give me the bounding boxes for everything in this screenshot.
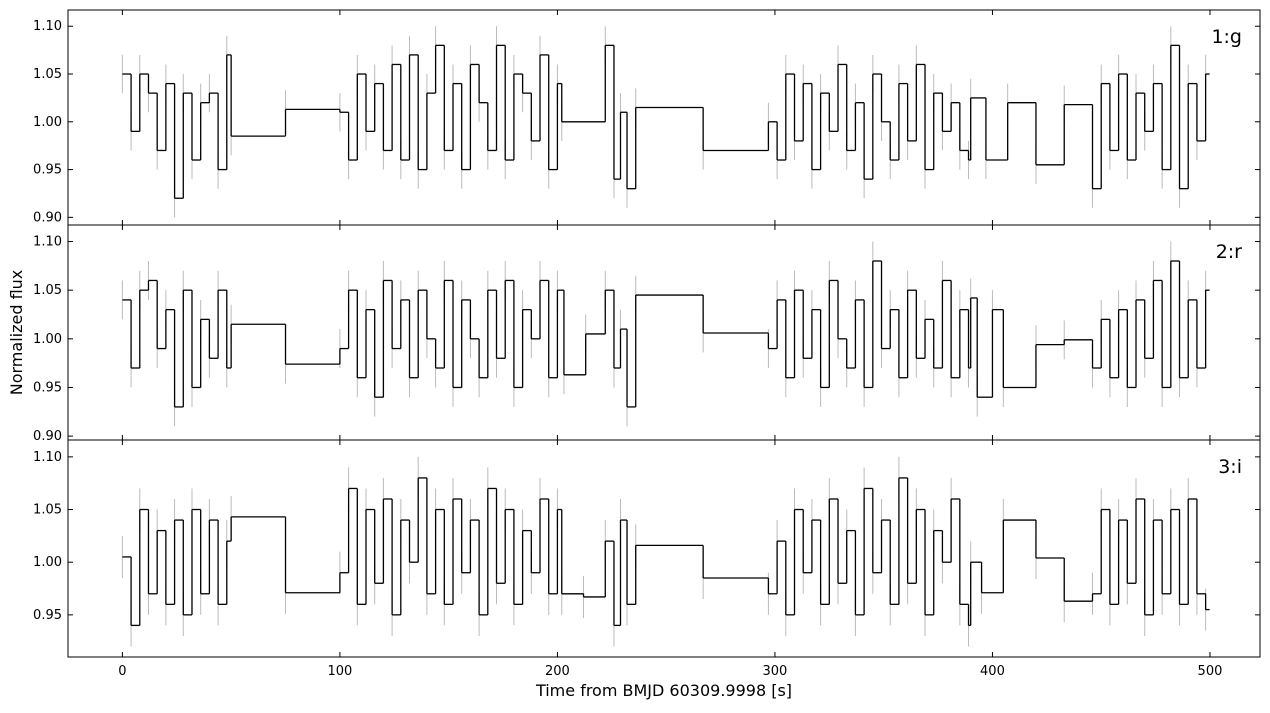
y-tick-label: 1.00 — [33, 555, 62, 570]
y-tick-label: 1.05 — [33, 67, 62, 82]
x-axis-title: Time from BMJD 60309.9998 [s] — [535, 681, 792, 700]
y-tick-label: 1.10 — [33, 450, 62, 465]
x-tick-label: 0 — [118, 664, 126, 679]
x-tick-label: 200 — [545, 664, 570, 679]
y-tick-label: 1.10 — [33, 19, 62, 34]
step-connector — [130, 260, 1207, 407]
y-tick-label: 0.95 — [33, 380, 62, 395]
panel-label: 1:g — [1211, 26, 1242, 48]
panel-label: 2:r — [1216, 241, 1242, 263]
y-tick-label: 0.90 — [33, 429, 62, 444]
y-tick-label: 1.00 — [33, 115, 62, 130]
step-connector — [130, 45, 1207, 199]
y-tick-label: 1.05 — [33, 283, 62, 298]
plot-frame — [67, 439, 1261, 658]
y-tick-label: 0.90 — [33, 210, 62, 225]
x-tick-label: 100 — [327, 664, 352, 679]
y-tick-label: 1.00 — [33, 332, 62, 347]
x-tick-label: 300 — [763, 664, 788, 679]
x-tick-label: 500 — [1198, 664, 1223, 679]
y-tick-label: 0.95 — [33, 163, 62, 178]
y-tick-label: 1.10 — [33, 235, 62, 250]
y-tick-label: 0.95 — [33, 608, 62, 623]
plot-frame — [67, 9, 1261, 226]
plot-frame — [67, 224, 1261, 441]
y-tick-label: 1.05 — [33, 503, 62, 518]
x-tick-label: 400 — [980, 664, 1005, 679]
panel-label: 3:i — [1218, 456, 1242, 478]
y-axis-title: Normalized flux — [7, 270, 26, 396]
step-connector — [130, 477, 1207, 626]
